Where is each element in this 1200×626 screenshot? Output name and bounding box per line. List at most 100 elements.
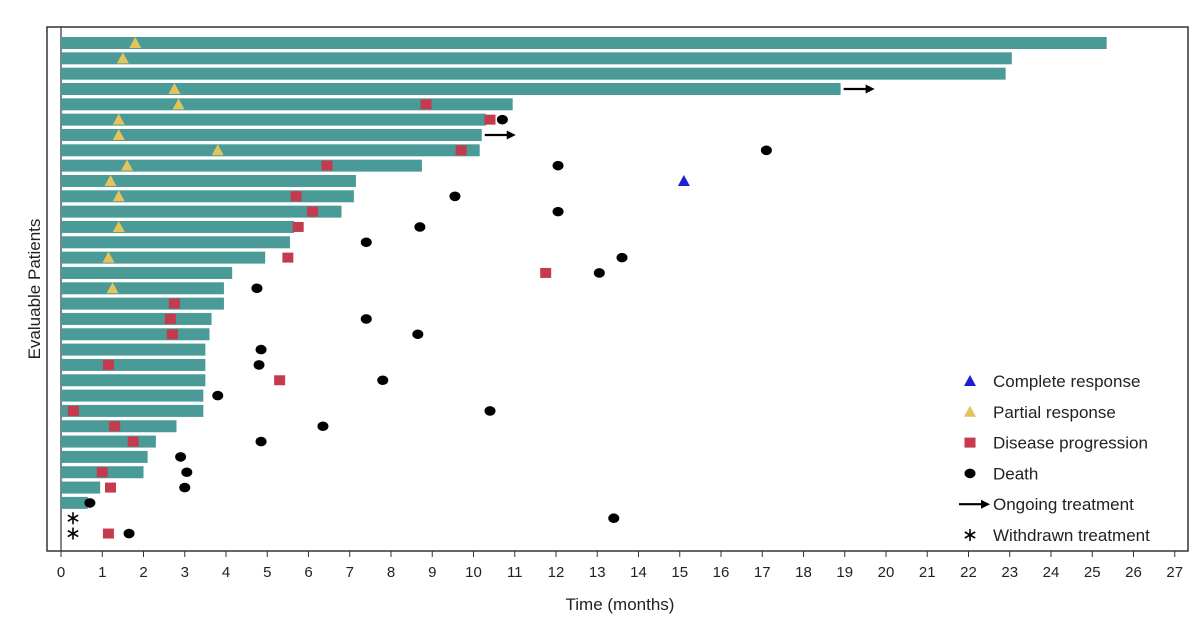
partial-response-marker	[121, 159, 133, 171]
legend-label: Complete response	[993, 372, 1140, 391]
patient-bar	[61, 328, 210, 341]
withdrawn-star-stroke	[964, 531, 976, 539]
x-tick-label: 8	[387, 564, 395, 581]
disease-progression-marker	[102, 359, 114, 370]
legend-label: Death	[993, 464, 1038, 483]
death-marker	[414, 222, 426, 232]
death-marker	[496, 114, 508, 125]
legend-label: Ongoing treatment	[993, 495, 1134, 514]
disease-progression-marker	[420, 99, 432, 110]
legend-item-death: Death	[964, 464, 1038, 483]
patient-bar	[61, 389, 204, 402]
patient-bar	[61, 205, 342, 218]
patient-bar	[61, 174, 356, 187]
x-tick-label: 12	[548, 564, 565, 581]
x-axis-title: Time (months)	[566, 595, 675, 614]
patient-bar	[61, 343, 206, 356]
legend-disease-progression-symbol	[964, 437, 976, 448]
x-tick-label: 14	[630, 564, 647, 581]
ongoing-arrow-head	[865, 84, 875, 94]
legend-item-ongoing: Ongoing treatment	[959, 495, 1134, 514]
disease-progression-marker	[105, 482, 116, 493]
patient-bar	[61, 358, 206, 371]
partial-response-marker	[112, 113, 125, 125]
patient-bar	[61, 266, 233, 279]
death-marker	[123, 528, 135, 539]
partial-response-marker	[102, 251, 115, 263]
partial-response-marker	[168, 82, 181, 94]
death-marker	[181, 467, 193, 478]
markers-layer	[67, 37, 875, 540]
x-axis: 0 1 2 3 4 5 6 7 8 9 10 11 12 13 14 15 16 17 18 19 20 21 22 23 24…	[57, 551, 1183, 581]
death-marker	[253, 360, 265, 370]
partial-response-marker	[116, 52, 129, 64]
withdrawn-marker	[67, 527, 79, 540]
partial-response-marker	[106, 282, 119, 294]
patient-bar	[61, 374, 206, 387]
patient-bar	[61, 481, 101, 494]
legend: Complete response Partial response Disease…	[959, 372, 1150, 545]
x-tick-label: 2	[139, 564, 147, 581]
legend-item-partial-response: Partial response	[964, 403, 1116, 422]
patient-bar	[61, 450, 148, 463]
y-axis-title: Evaluable Patients	[25, 219, 44, 360]
patient-bar	[61, 128, 482, 141]
x-tick-label: 9	[428, 564, 436, 581]
patient-bar	[61, 404, 204, 417]
patient-bar	[61, 496, 88, 509]
death-marker	[175, 452, 187, 462]
x-tick-label: 0	[57, 564, 65, 581]
disease-progression-marker	[102, 528, 114, 539]
patient-bar	[61, 37, 1107, 49]
disease-progression-marker	[166, 329, 178, 340]
legend-item-complete-response: Complete response	[964, 372, 1140, 391]
x-tick-label: 23	[1001, 564, 1018, 581]
death-marker	[212, 390, 224, 401]
x-tick-label: 26	[1125, 564, 1142, 581]
patient-bar	[61, 312, 212, 325]
x-tick-label: 21	[919, 564, 936, 581]
death-marker	[616, 252, 628, 263]
patient-bar	[61, 435, 156, 448]
death-marker	[449, 191, 461, 202]
partial-response-marker	[129, 37, 142, 48]
death-marker	[317, 421, 329, 432]
x-tick-label: 16	[713, 564, 730, 581]
ongoing-arrow	[843, 84, 875, 94]
disease-progression-marker	[290, 191, 302, 202]
withdrawn-star-stroke	[67, 529, 79, 538]
x-tick-label: 6	[304, 564, 312, 581]
disease-progression-marker	[321, 160, 333, 171]
complete-response-marker	[677, 174, 690, 186]
patient-bar	[61, 159, 422, 172]
partial-response-marker	[104, 174, 117, 186]
x-tick-label: 5	[263, 564, 271, 581]
death-marker	[360, 314, 372, 324]
death-marker	[179, 482, 191, 493]
partial-response-marker	[112, 190, 125, 202]
disease-progression-marker	[484, 114, 496, 125]
disease-progression-marker	[540, 267, 552, 278]
partial-response-marker	[112, 220, 125, 232]
death-marker	[552, 206, 564, 217]
partial-response-marker	[211, 144, 224, 156]
disease-progression-marker	[96, 467, 108, 478]
death-marker	[251, 283, 263, 294]
death-marker	[552, 160, 564, 171]
patient-bar	[61, 82, 841, 95]
x-tick-label: 24	[1043, 564, 1060, 581]
disease-progression-marker	[455, 145, 467, 156]
withdrawn-marker	[67, 512, 79, 525]
x-tick-label: 3	[181, 564, 189, 581]
patient-bar	[61, 52, 1012, 65]
partial-response-marker	[112, 128, 125, 140]
patient-bar	[61, 67, 1006, 80]
x-tick-label: 4	[222, 564, 230, 581]
legend-death-symbol	[964, 468, 976, 479]
disease-progression-marker	[274, 375, 286, 386]
legend-complete-response-symbol	[964, 375, 976, 386]
x-tick-label: 11	[507, 564, 523, 581]
disease-progression-marker	[67, 405, 79, 416]
legend-label: Disease progression	[993, 434, 1148, 453]
patient-bar	[61, 236, 290, 249]
